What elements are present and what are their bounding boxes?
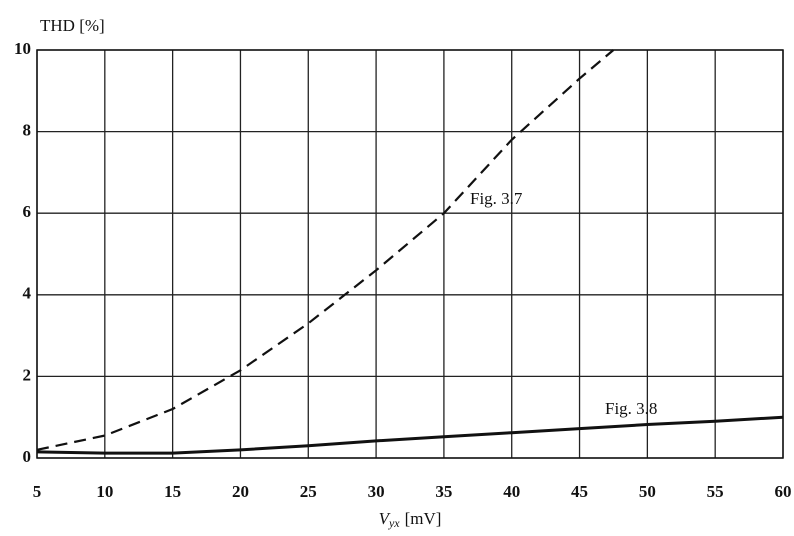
x-tick-label: 5 — [33, 482, 42, 501]
series-line — [37, 50, 613, 450]
x-tick-label: 30 — [368, 482, 385, 501]
x-tick-label: 35 — [435, 482, 452, 501]
x-label-unit: [mV] — [405, 509, 442, 528]
x-tick-label: 50 — [639, 482, 656, 501]
series-label: Fig. 3.7 — [470, 189, 523, 208]
plot-frame — [37, 50, 783, 458]
y-tick-label: 6 — [23, 202, 32, 221]
x-label-subscript: yx — [388, 516, 400, 530]
x-tick-label: 10 — [96, 482, 113, 501]
x-tick-label: 55 — [707, 482, 724, 501]
x-tick-label: 40 — [503, 482, 520, 501]
x-tick-label: 25 — [300, 482, 317, 501]
page: {"chart_data": { "type": "line", "y_labe… — [0, 0, 794, 531]
y-tick-label: 8 — [23, 121, 32, 140]
y-axis-label: THD [%] — [40, 16, 105, 35]
series-label: Fig. 3.8 — [605, 399, 657, 418]
y-tick-label: 10 — [14, 39, 31, 58]
chart: THD [%] Vyx[mV] 024681051015202530354045… — [0, 0, 794, 531]
series-line — [37, 417, 783, 453]
x-tick-label: 15 — [164, 482, 181, 501]
x-tick-label: 60 — [775, 482, 792, 501]
y-tick-label: 0 — [23, 447, 32, 466]
y-tick-label: 2 — [23, 365, 32, 384]
y-tick-label: 4 — [23, 284, 32, 303]
x-axis-label: Vyx[mV] — [379, 509, 442, 530]
x-tick-label: 45 — [571, 482, 588, 501]
x-tick-label: 20 — [232, 482, 249, 501]
